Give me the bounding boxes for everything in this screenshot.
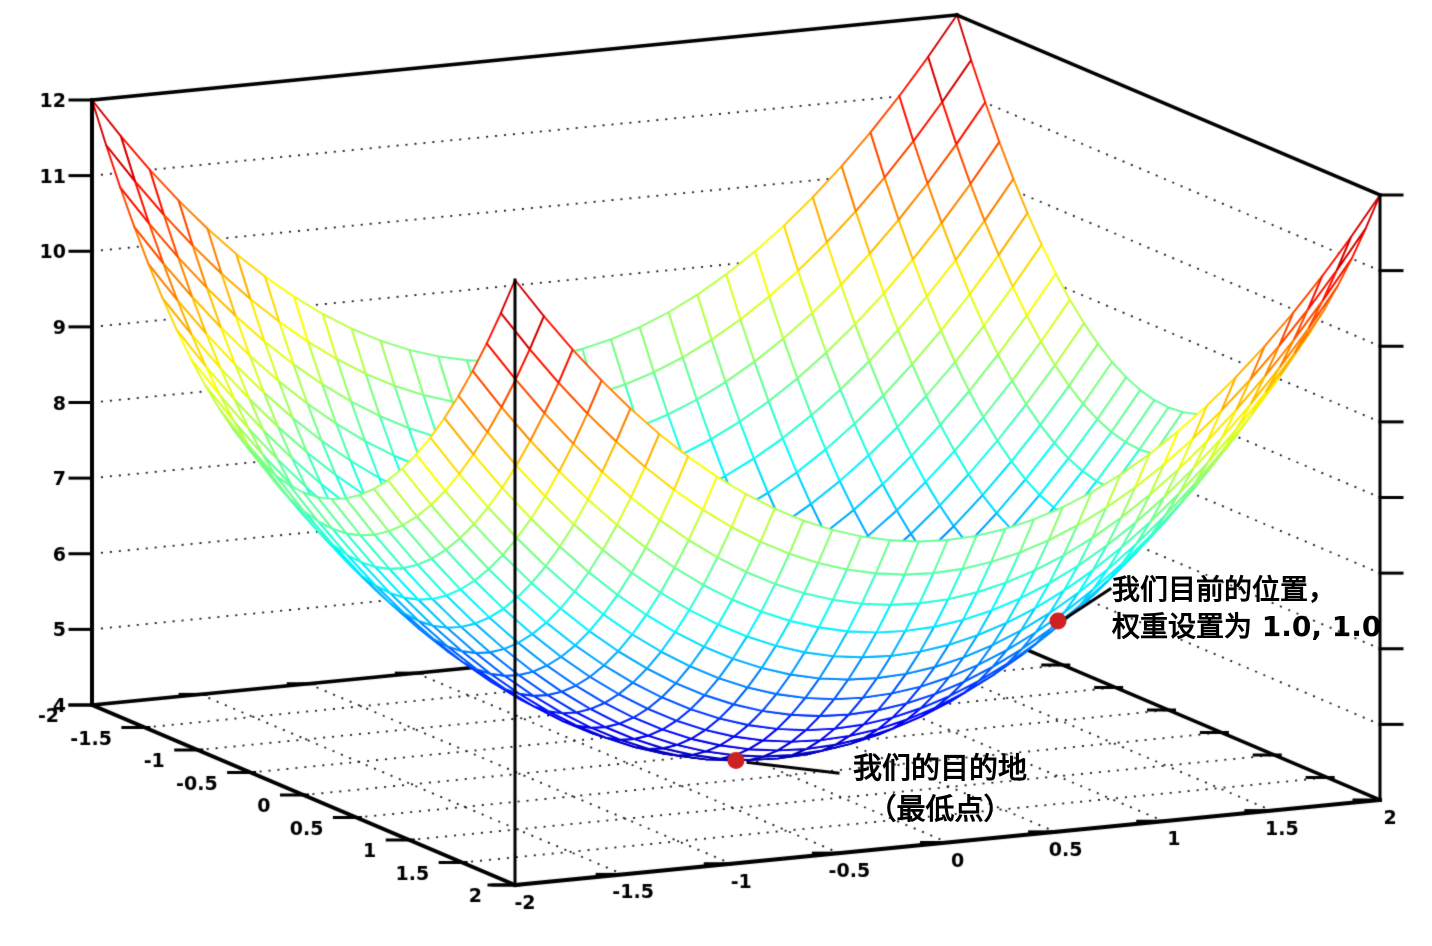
annotation-destination-line2: （最低点） (867, 792, 1013, 826)
annotation-current-position: 我们目前的位置， 权重设置为 1.0, 1.0 (1112, 571, 1381, 645)
annotation-current-line2: 权重设置为 1.0, 1.0 (1112, 610, 1382, 643)
annotation-destination: 我们的目的地 （最低点） (840, 748, 1040, 830)
annotation-current-line1: 我们目前的位置， (1112, 573, 1337, 606)
annotation-destination-line1: 我们的目的地 (852, 751, 1027, 785)
